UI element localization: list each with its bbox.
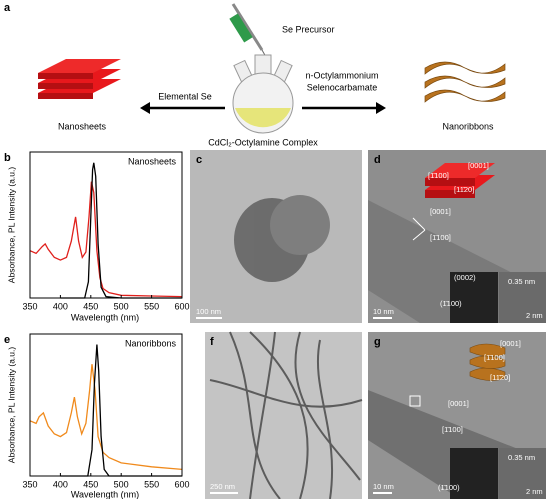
- hrtem-inset: [499, 448, 546, 499]
- sheet-inset: [425, 163, 495, 198]
- scale-bar: 10 nm: [373, 307, 394, 316]
- scheme-text: n-Octylammonium: [305, 70, 378, 80]
- hrtem-inset: [499, 272, 546, 323]
- x-axis-label: Wavelength (nm): [71, 489, 139, 499]
- spectrum-line: [60, 162, 182, 299]
- x-tick-label: 350: [22, 301, 37, 311]
- x-tick-label: 500: [114, 301, 129, 311]
- panel-label: c: [196, 154, 202, 166]
- scheme-text: Elemental Se: [158, 91, 212, 101]
- x-tick-label: 600: [174, 479, 189, 489]
- direction: [11̄20]: [454, 185, 474, 194]
- panel-label: g: [374, 336, 381, 348]
- spectrum-line: [29, 364, 183, 471]
- plot-frame: [29, 151, 183, 299]
- flask: [232, 54, 294, 134]
- fft-inset: [450, 272, 498, 323]
- nanoribbons-icon: [424, 61, 506, 103]
- scale-bar: 100 nm: [196, 307, 221, 316]
- direction: [0001]: [500, 339, 521, 348]
- x-tick-label: 550: [144, 301, 159, 311]
- scheme-text: Se Precursor: [282, 24, 335, 34]
- ribbons: [209, 331, 363, 500]
- x-tick-label: 450: [83, 301, 98, 311]
- fft-label: (1̄100): [438, 483, 460, 492]
- x-tick-label: 600: [174, 301, 189, 311]
- spectrum-line: [60, 344, 182, 477]
- tem-image: [205, 332, 362, 499]
- direction: [1̄100]: [484, 353, 505, 362]
- spectrum-line: [29, 181, 183, 298]
- fft-label: (0002): [454, 273, 476, 282]
- direction: [11̄20]: [490, 373, 510, 382]
- direction: [1̄100]: [430, 233, 451, 242]
- y-axis-label: Absorbance, PL Intensity (a.u.): [6, 167, 16, 284]
- scheme-text: Nanosheets: [58, 121, 107, 131]
- ribbon-inset: [469, 343, 506, 381]
- fft-label: (1̄100): [440, 299, 462, 308]
- panel-label: f: [210, 336, 214, 348]
- x-tick-label: 450: [83, 479, 98, 489]
- nanosheets-icon: [38, 59, 121, 99]
- arrowhead: [376, 102, 386, 114]
- panel-label: d: [374, 154, 381, 166]
- scale-bar: 2 nm: [526, 311, 543, 320]
- direction: [1̄100]: [428, 171, 449, 180]
- annotation: Nanoribbons: [125, 338, 177, 348]
- scale-bar: 10 nm: [373, 482, 394, 491]
- scheme-text: CdCl₂-Octylamine Complex: [208, 137, 318, 147]
- fft-inset: [450, 448, 498, 499]
- nanosheet-cluster: [234, 195, 330, 282]
- scale-bar: 2 nm: [526, 487, 543, 496]
- panel-label: b: [4, 152, 11, 164]
- arrowhead: [140, 102, 150, 114]
- x-axis-label: Wavelength (nm): [71, 312, 139, 322]
- direction: [0001]: [468, 161, 489, 170]
- direction: [0001]: [448, 399, 469, 408]
- x-tick-label: 400: [53, 301, 68, 311]
- direction: [1̄100]: [442, 425, 463, 434]
- scheme-text: Nanoribbons: [442, 121, 494, 131]
- x-tick-label: 350: [22, 479, 37, 489]
- plot-frame: [29, 333, 183, 477]
- annotation: Nanosheets: [128, 156, 177, 166]
- scheme-text: Selenocarbamate: [307, 82, 378, 92]
- y-axis-label: Absorbance, PL Intensity (a.u.): [6, 347, 16, 464]
- panel-label: e: [4, 334, 10, 346]
- direction: [0001]: [430, 207, 451, 216]
- x-tick-label: 500: [114, 479, 129, 489]
- spacing: 0.35 nm: [508, 453, 535, 462]
- spacing: 0.35 nm: [508, 277, 535, 286]
- x-tick-label: 550: [144, 479, 159, 489]
- panel-label: a: [4, 2, 11, 14]
- scale-bar: 250 nm: [210, 482, 235, 491]
- x-tick-label: 400: [53, 479, 68, 489]
